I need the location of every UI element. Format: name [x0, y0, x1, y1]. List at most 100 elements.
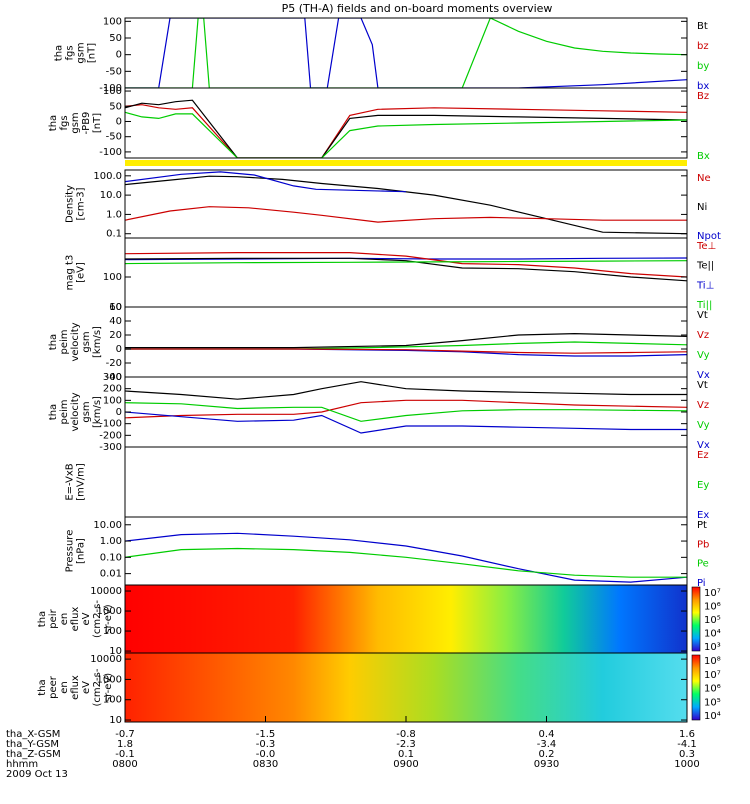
y-tick-label: 1000 [97, 606, 122, 617]
series-line-by [125, 18, 687, 88]
y-axis-label: sr-eV) [103, 604, 114, 633]
y-axis-label: Density [65, 185, 76, 223]
y-tick-label: 50 [109, 33, 122, 44]
y-axis-label: fgs [65, 45, 76, 60]
x-row-value: 1.8 [117, 739, 133, 750]
series-line-Vz [125, 399, 687, 419]
panel-frame [124, 376, 688, 448]
panel-7 [124, 446, 688, 518]
y-axis-label: tha [48, 115, 59, 131]
legend-entry: Vz [697, 400, 709, 411]
legend-entry: Ex [697, 510, 709, 521]
y-axis-label: [nT] [92, 113, 103, 133]
y-tick-label: 10000 [90, 654, 122, 665]
separator-band [125, 160, 687, 166]
y-axis-label: en [59, 681, 70, 694]
y-tick-label: 0 [116, 50, 122, 61]
y-tick-label: 0 [116, 407, 122, 418]
legend-entry: Vz [697, 330, 709, 341]
figure-title: P5 (TH-A) fields and on-board moments ov… [282, 2, 553, 15]
y-tick-label: 10 [109, 715, 122, 726]
series-line-Vz [125, 348, 687, 354]
x-row-label: tha_Y-GSM [6, 739, 59, 750]
y-tick-label: 100 [103, 626, 122, 637]
x-row-label: tha_X-GSM [6, 729, 60, 740]
y-tick-label: -40 [106, 372, 122, 383]
legend-entry: Bz [697, 91, 709, 102]
panel-frame [124, 446, 688, 518]
legend-entry: bx [697, 81, 709, 92]
x-row-label: tha_Z-GSM [6, 749, 61, 760]
legend-entry: Pt [697, 520, 707, 531]
y-tick-label: 0.01 [100, 569, 122, 580]
y-axis-label: en [59, 613, 70, 626]
panel-frame [124, 169, 688, 239]
legend-entry: Ez [697, 450, 709, 461]
y-axis-label: [km/s] [92, 326, 103, 358]
colorbar-label: 10⁵ [704, 697, 721, 708]
legend-entry: Vt [697, 310, 708, 321]
x-row-value: 0.4 [539, 729, 555, 740]
x-row-value: -4.1 [677, 739, 697, 750]
y-tick-label: 0.1 [106, 229, 122, 240]
legend-entry: Te⊥ [696, 241, 716, 252]
legend-entry: Vx [697, 440, 710, 451]
x-row-value: -2.3 [396, 739, 416, 750]
legend-entry: by [697, 61, 709, 72]
y-axis-label: peir [48, 608, 59, 628]
x-row-value: -0.0 [256, 749, 276, 760]
legend-entry: Pe [697, 559, 709, 570]
panel-frame [124, 17, 688, 89]
x-row-value: 0830 [253, 759, 278, 770]
y-axis-label: mag t3 [65, 255, 76, 291]
panel-5 [124, 306, 688, 378]
series-line-Bt [125, 99, 687, 158]
panel-3 [124, 169, 688, 239]
y-axis-label: E=-VxB [65, 463, 76, 500]
series-line-Ti|| [125, 260, 687, 265]
colorbar-label: 10⁶ [704, 684, 721, 695]
y-tick-label: 1000 [97, 674, 122, 685]
y-axis-label: tha [48, 334, 59, 350]
legend-entry: Ti|| [696, 300, 712, 311]
x-row-value: -1.5 [256, 729, 276, 740]
panel-6 [124, 376, 688, 448]
y-axis-label: [km/s] [92, 396, 103, 428]
y-axis-label: peim [59, 329, 70, 354]
y-tick-label: 0 [116, 116, 122, 127]
colorbar-label: 10⁴ [704, 629, 721, 640]
y-axis-label: velocity [70, 392, 81, 431]
x-row-value: -0.1 [115, 749, 135, 760]
x-row-value: 1.6 [679, 729, 695, 740]
y-tick-label: 100 [103, 272, 122, 283]
y-tick-label: -50 [106, 132, 122, 143]
y-tick-label: 300 [103, 372, 122, 383]
x-row-value: 0.1 [398, 749, 414, 760]
y-tick-label: 100 [103, 395, 122, 406]
legend-entry: Vx [697, 370, 710, 381]
y-tick-label: 10 [109, 646, 122, 657]
y-tick-label: 100 [103, 16, 122, 27]
series-line-Pe [125, 547, 687, 578]
y-axis-label: gsm [81, 401, 92, 422]
y-tick-label: -100 [99, 83, 122, 94]
colorbar [691, 586, 701, 652]
y-axis-label: eV [81, 681, 92, 694]
series-line-bx [125, 18, 687, 88]
y-tick-label: 10.00 [93, 520, 122, 531]
y-tick-label: -200 [99, 430, 122, 441]
y-tick-label: 200 [103, 384, 122, 395]
colorbar-label: 10⁴ [704, 711, 721, 722]
panel-frame [124, 237, 688, 308]
x-row-value: 0800 [112, 759, 137, 770]
legend-entry: Ne [697, 173, 711, 184]
y-axis-label: sr-eV) [103, 673, 114, 702]
colorbar-label: 10⁷ [704, 670, 721, 681]
series-line-Vt [125, 332, 687, 349]
y-tick-label: -300 [99, 442, 122, 453]
panel-1 [124, 17, 688, 89]
y-tick-label: 50 [109, 101, 122, 112]
y-tick-label: 10000 [90, 586, 122, 597]
y-axis-label: [nT] [87, 43, 98, 63]
